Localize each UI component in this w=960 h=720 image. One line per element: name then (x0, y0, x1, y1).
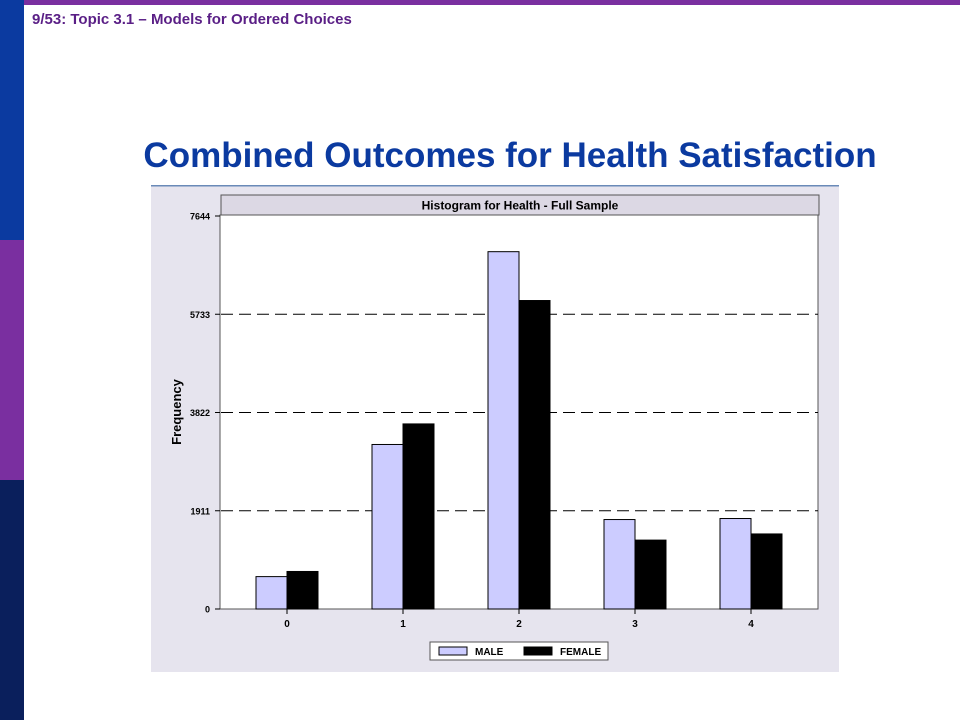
chart-title-box (220, 194, 820, 216)
y-tick-label-0: 0 (205, 605, 210, 615)
side-accent-navy (0, 480, 24, 720)
side-accent-purple (0, 240, 24, 480)
legend-box (429, 641, 609, 661)
bar-male-1 (371, 443, 404, 610)
bar-male-3 (603, 519, 636, 610)
x-axis-ticks: 0 1 2 3 4 (284, 609, 754, 630)
bar-layer (255, 251, 783, 610)
bar-female-2 (518, 300, 551, 610)
x-tick-label-3: 3 (632, 619, 638, 630)
bar-male-2 (487, 251, 520, 610)
bar-male-4 (719, 518, 752, 610)
y-axis-ticks: 0 1911 3822 5733 7644 (190, 212, 220, 615)
legend-swatch-female (523, 646, 553, 656)
top-accent-rule (24, 0, 960, 5)
bar-female-0 (286, 570, 319, 610)
legend-label-female: FEMALE (560, 647, 601, 658)
x-tick-label-2: 2 (516, 619, 522, 630)
x-tick-label-0: 0 (284, 619, 290, 630)
x-tick-label-4: 4 (748, 619, 754, 630)
x-tick-label-1: 1 (400, 619, 406, 630)
y-tick-label-1911: 1911 (190, 506, 210, 516)
bar-female-1 (402, 423, 435, 610)
legend-label-male: MALE (475, 647, 504, 658)
y-axis-label: Frequency (169, 378, 184, 445)
y-tick-label-3822: 3822 (190, 408, 210, 418)
slide-title: Combined Outcomes for Health Satisfactio… (143, 136, 877, 175)
y-tick-label-5733: 5733 (190, 310, 210, 320)
slide-header: 9/53: Topic 3.1 – Models for Ordered Cho… (32, 11, 352, 28)
bar-male-0 (255, 576, 288, 610)
bar-female-4 (750, 533, 783, 610)
bar-female-3 (634, 539, 667, 610)
y-tick-label-7644: 7644 (190, 212, 210, 222)
side-accent-blue (0, 0, 24, 240)
chart-title: Histogram for Health - Full Sample (422, 199, 619, 213)
legend-swatch-male (438, 646, 468, 656)
histogram-chart: Histogram for Health - Full Sample 0 1911… (151, 184, 839, 672)
chart-container: Histogram for Health - Full Sample 0 1911… (151, 184, 839, 672)
legend: MALE FEMALE (429, 641, 609, 661)
